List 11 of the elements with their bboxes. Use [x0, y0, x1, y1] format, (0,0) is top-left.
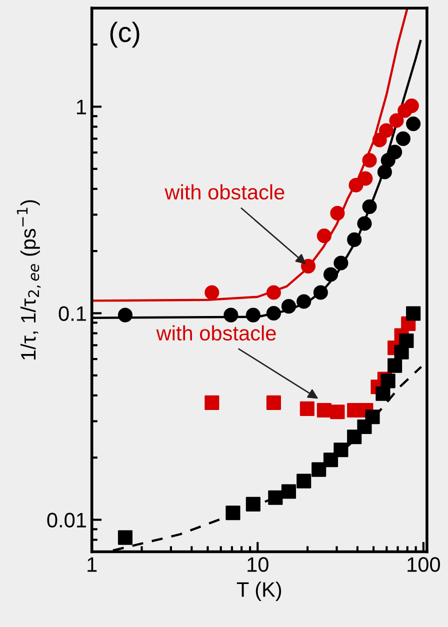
x-tick-label: 1 [88, 557, 97, 572]
annotation: with obstacle [164, 184, 284, 200]
x-tick-label: 100 [408, 557, 440, 572]
y-tick-label: 0.01 [47, 512, 86, 528]
chart-title: (c) [110, 22, 140, 48]
y-tick-label: 0.1 [58, 306, 86, 321]
y-axis-title: 1/τ, 1/τ$_{2,ee}$ (ps$^{−1}$) [16, 200, 41, 360]
x-tick-label: 10 [248, 557, 268, 572]
annotation: with obstacle [156, 325, 276, 341]
x-axis-title: T (K) [236, 582, 282, 602]
y-tick-label: 1 [76, 100, 86, 114]
